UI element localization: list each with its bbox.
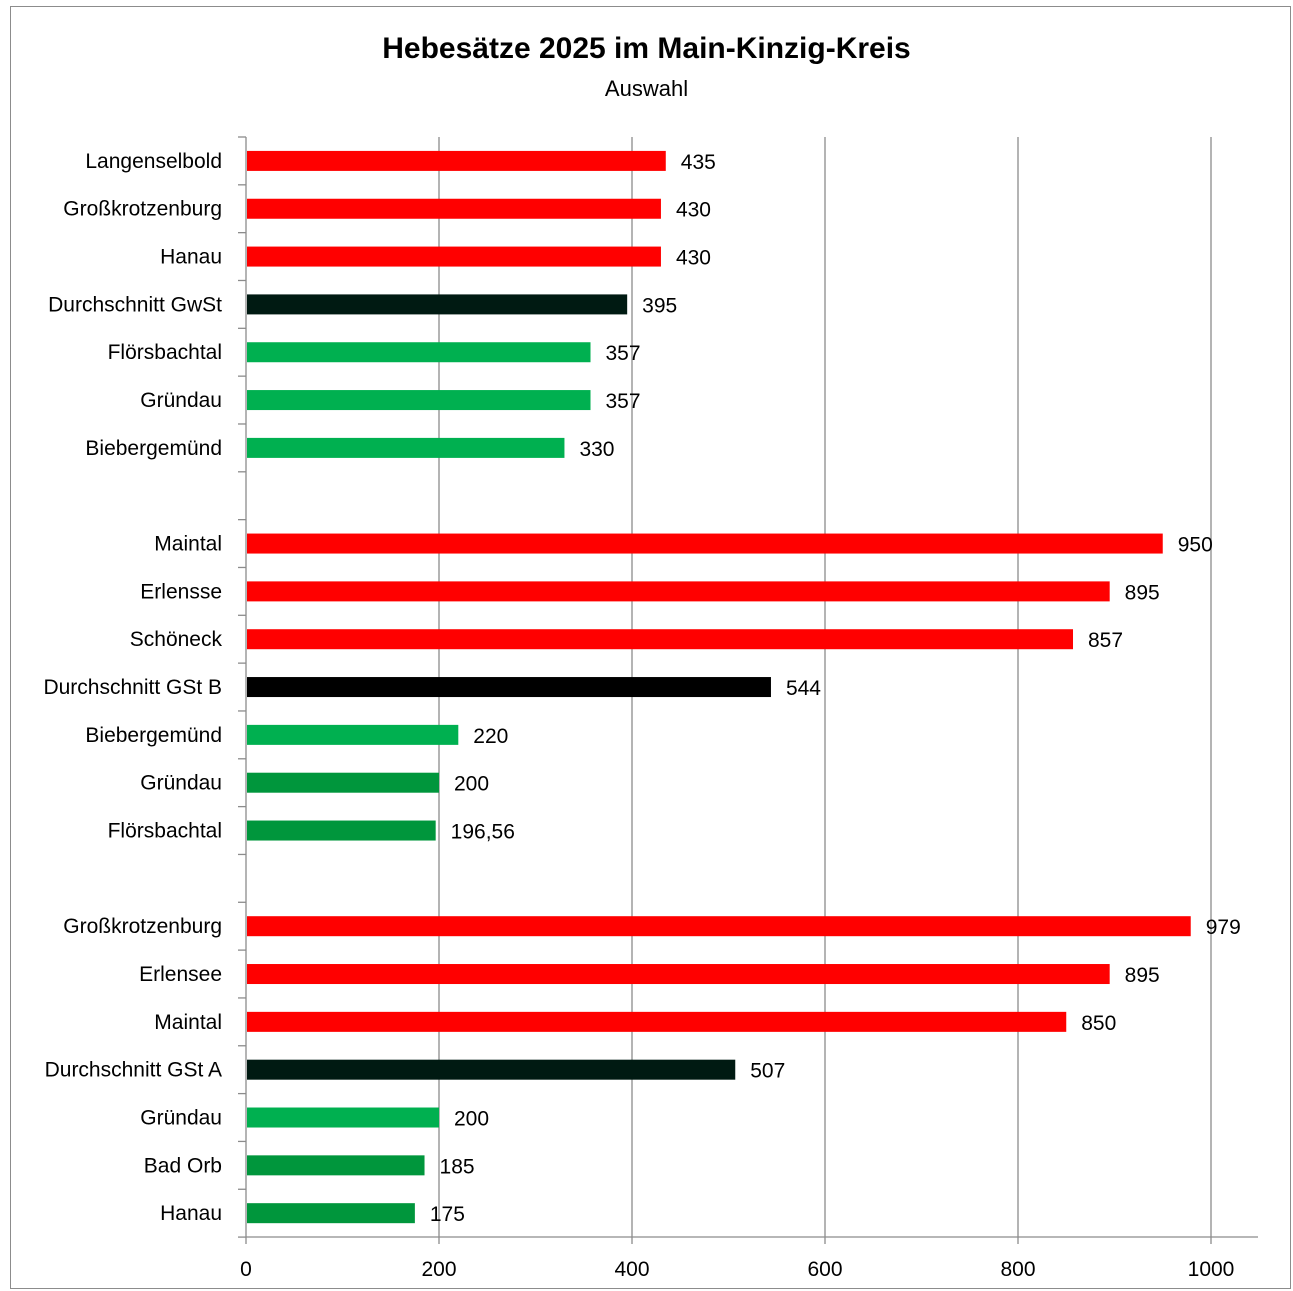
data-label: 330 <box>579 438 614 461</box>
bar <box>247 437 565 458</box>
bar <box>247 724 459 745</box>
category-label: Hanau <box>160 1202 222 1225</box>
bar <box>247 246 661 267</box>
bar <box>247 342 591 363</box>
category-label: Flörsbachtal <box>108 820 222 843</box>
x-tick-label: 800 <box>1000 1258 1035 1281</box>
bar <box>247 581 1110 602</box>
data-label: 544 <box>786 677 821 700</box>
bar <box>247 1059 736 1080</box>
data-label: 357 <box>606 390 641 413</box>
category-label: Erlensse <box>140 580 222 603</box>
data-label: 850 <box>1081 1012 1116 1035</box>
chart-title: Hebesätze 2025 im Main-Kinzig-Kreis <box>382 32 911 65</box>
category-label: Langenselbold <box>85 150 222 173</box>
category-label: Gründau <box>140 1107 222 1130</box>
bar <box>247 1155 425 1176</box>
bar <box>247 1011 1067 1032</box>
bar <box>247 150 666 171</box>
category-label: Durchschnitt GwSt <box>48 293 222 316</box>
category-label: Flörsbachtal <box>108 341 222 364</box>
data-label: 200 <box>454 1108 489 1131</box>
bar <box>247 916 1191 937</box>
chart-subtitle: Auswahl <box>604 76 689 101</box>
data-label: 200 <box>454 773 489 796</box>
x-tick-label: 1000 <box>1188 1258 1235 1281</box>
category-label: Durchschnitt GSt B <box>43 676 222 699</box>
bar <box>247 533 1163 554</box>
category-label: Bad Orb <box>144 1154 222 1177</box>
data-label: 895 <box>1125 581 1160 604</box>
data-label: 507 <box>750 1060 785 1083</box>
data-label: 895 <box>1125 964 1160 987</box>
data-label: 979 <box>1206 916 1241 939</box>
x-tick-label: 400 <box>614 1258 649 1281</box>
data-label: 395 <box>642 294 677 317</box>
data-label: 950 <box>1178 534 1213 557</box>
bar <box>247 390 591 411</box>
bar <box>247 294 628 315</box>
x-tick-label: 0 <box>240 1258 252 1281</box>
category-label: Maintal <box>154 1011 222 1034</box>
data-label: 175 <box>430 1203 465 1226</box>
category-label: Biebergemünd <box>85 724 222 747</box>
data-label: 196,56 <box>451 821 515 844</box>
bar <box>247 772 439 793</box>
chart-frame <box>10 6 1291 1289</box>
category-label: Großkrotzenburg <box>63 915 222 938</box>
category-label: Biebergemünd <box>85 437 222 460</box>
x-tick-label: 600 <box>807 1258 842 1281</box>
data-label: 430 <box>676 199 711 222</box>
category-label: Durchschnitt GSt A <box>45 1059 222 1082</box>
bar <box>247 198 661 219</box>
bar <box>247 964 1110 985</box>
data-label: 857 <box>1088 629 1123 652</box>
data-label: 185 <box>440 1155 475 1178</box>
data-label: 430 <box>676 247 711 270</box>
category-label: Hanau <box>160 246 222 269</box>
category-label: Maintal <box>154 533 222 556</box>
x-tick-label: 200 <box>421 1258 456 1281</box>
data-label: 357 <box>606 342 641 365</box>
category-label: Gründau <box>140 772 222 795</box>
category-label: Schöneck <box>130 628 223 651</box>
bar <box>247 1203 415 1224</box>
data-label: 435 <box>681 151 716 174</box>
bar <box>247 1107 439 1128</box>
category-label: Gründau <box>140 389 222 412</box>
category-label: Erlensee <box>139 963 222 986</box>
data-label: 220 <box>473 725 508 748</box>
category-label: Großkrotzenburg <box>63 198 222 221</box>
bar <box>247 677 771 698</box>
bar <box>247 629 1074 650</box>
bar <box>247 820 436 841</box>
